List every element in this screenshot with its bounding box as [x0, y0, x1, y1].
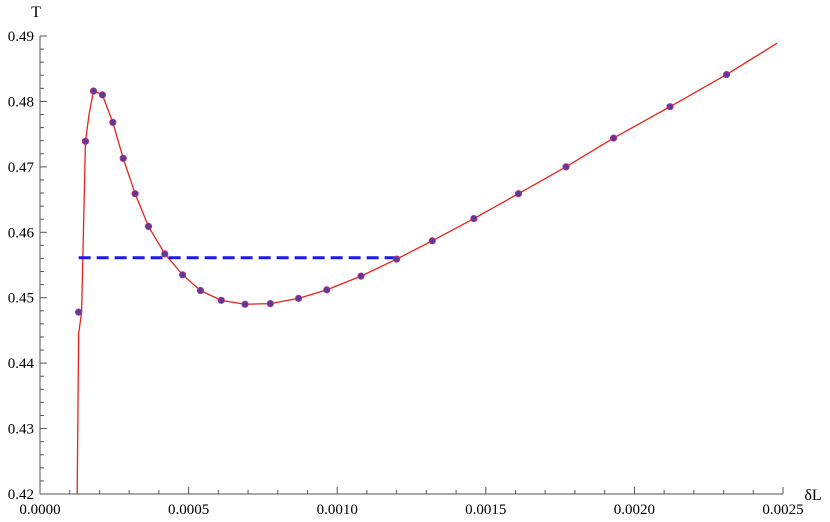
- data-point: [609, 134, 618, 142]
- data-point: [323, 286, 331, 294]
- y-tick-label: 0.46: [8, 225, 35, 241]
- data-point: [393, 255, 401, 263]
- data-point: [266, 300, 274, 308]
- data-point: [131, 190, 139, 198]
- data-point: [217, 296, 225, 304]
- y-tick-label: 0.49: [8, 29, 34, 45]
- data-point: [666, 103, 674, 111]
- data-point: [241, 300, 249, 308]
- data-point: [119, 154, 127, 162]
- x-axis-title: δL: [804, 487, 821, 504]
- data-point: [161, 250, 169, 258]
- y-tick-label: 0.44: [8, 356, 35, 372]
- data-point: [109, 118, 117, 126]
- axes: 0.0000 0.0005 0.0010 0.0015 0.0020 0.0025 0.42…: [8, 29, 804, 518]
- x-tick-label: 0.0010: [317, 502, 358, 518]
- x-tick-label: 0.0020: [614, 502, 655, 518]
- data-point: [514, 190, 523, 198]
- data-point: [294, 294, 303, 302]
- x-tick-label: 0.0025: [762, 502, 803, 518]
- data-point: [144, 222, 153, 230]
- x-tick-label: 0.0000: [19, 502, 60, 518]
- y-tick-label: 0.47: [8, 160, 35, 176]
- plot-area: [75, 42, 778, 494]
- data-point: [562, 163, 570, 171]
- data-point: [75, 308, 83, 316]
- y-tick-label: 0.43: [8, 422, 34, 438]
- x-tick-label: 0.0015: [465, 502, 506, 518]
- y-tick-label: 0.48: [8, 94, 34, 110]
- data-point: [81, 137, 90, 145]
- y-tick-label: 0.42: [8, 487, 34, 503]
- data-point: [179, 271, 187, 279]
- x-tick-label: 0.0005: [168, 502, 209, 518]
- data-point: [428, 237, 436, 245]
- data-point: [98, 91, 107, 99]
- data-point: [470, 214, 478, 223]
- y-tick-label: 0.45: [8, 291, 34, 307]
- data-point: [196, 286, 205, 295]
- data-point: [89, 87, 98, 95]
- data-point: [722, 71, 731, 79]
- y-axis-title: T: [31, 4, 41, 21]
- series-curve: [76, 42, 778, 494]
- data-point: [357, 272, 365, 280]
